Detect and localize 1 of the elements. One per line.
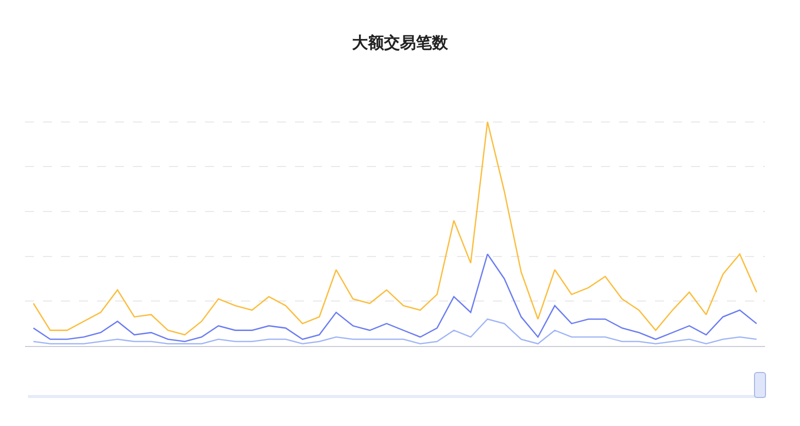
chart-title: 大额交易笔数 [352, 33, 449, 52]
